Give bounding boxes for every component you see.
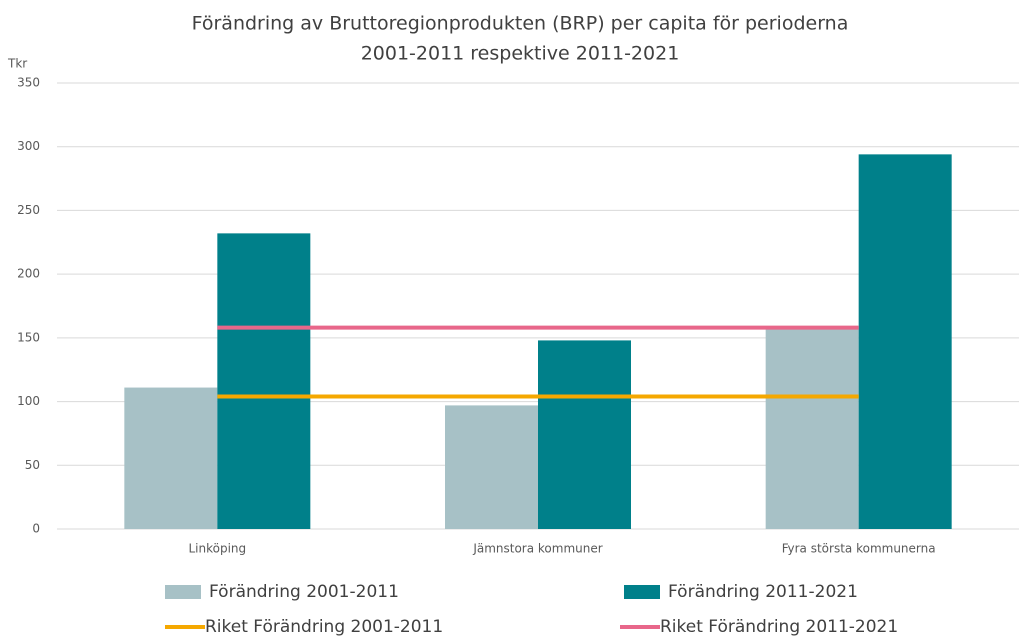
bar [217, 233, 311, 529]
legend-swatch [624, 585, 660, 599]
legend-label: Riket Förändring 2001-2011 [205, 617, 443, 636]
bar [538, 340, 631, 529]
y-tick-label: 150 [17, 330, 40, 344]
y-tick-label: 200 [17, 267, 40, 281]
bar [124, 387, 218, 529]
bar [858, 154, 952, 530]
x-tick-label: Fyra största kommunerna [782, 542, 936, 556]
y-tick-label: 0 [32, 522, 40, 536]
y-tick-label: 100 [17, 394, 40, 408]
chart-title: Förändring av Bruttoregionprodukten (BRP… [192, 13, 849, 35]
bar [445, 405, 538, 529]
bar [765, 327, 859, 529]
y-tick-label: 300 [17, 139, 40, 153]
y-tick-label: 350 [17, 76, 40, 90]
legend-label: Riket Förändring 2011-2021 [660, 617, 898, 636]
legend-label: Förändring 2011-2021 [668, 582, 858, 602]
chart-title: 2001-2011 respektive 2011-2021 [361, 43, 680, 65]
y-axis-label: Tkr [7, 57, 27, 71]
x-tick-label: Linköping [188, 542, 246, 556]
y-tick-label: 50 [25, 458, 40, 472]
x-tick-label: Jämnstora kommuner [472, 542, 602, 556]
legend-label: Förändring 2001-2011 [209, 582, 399, 602]
legend-swatch [165, 585, 201, 599]
y-tick-label: 250 [17, 203, 40, 217]
